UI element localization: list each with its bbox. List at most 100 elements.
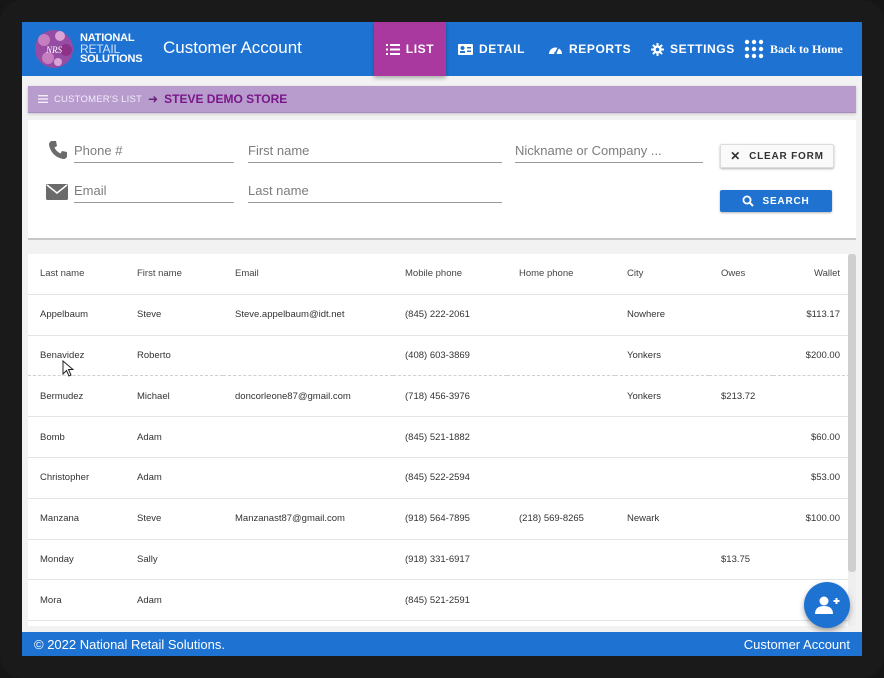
breadcrumb-arrow-icon: ➜ [148, 92, 159, 106]
cell-first-name: Adam [137, 472, 162, 484]
cell-email: Manzanast87@gmail.com [235, 513, 345, 525]
app-header: NRS NATIONAL RETAIL SOLUTIONS Customer A… [22, 22, 862, 76]
cell-owes [709, 580, 773, 621]
breadcrumb-current: STEVE DEMO STORE [164, 92, 288, 106]
list-icon [385, 43, 400, 55]
table-scrollbar-thumb[interactable] [848, 254, 856, 572]
tab-list[interactable]: LIST [374, 22, 446, 76]
last-name-field[interactable] [248, 180, 502, 203]
cell-home-phone [507, 335, 615, 376]
column-header-email[interactable]: Email [235, 268, 259, 280]
column-header-mobile-phone[interactable]: Mobile phone [405, 268, 463, 280]
cell-last-name: Bomb [40, 431, 65, 443]
cell-mobile-phone: (845) 222-2061 [405, 309, 470, 321]
email-field[interactable] [74, 180, 234, 203]
table-row[interactable]: Appelbaum Steve Steve.appelbaum@idt.net (84… [28, 294, 850, 336]
phone-icon [49, 141, 67, 159]
cell-first-name: Sally [137, 553, 158, 565]
envelope-icon [46, 184, 68, 200]
cell-owes [709, 294, 773, 335]
cell-owes [709, 417, 773, 458]
cell-city [615, 457, 709, 498]
table-row[interactable]: Benavidez Roberto (408) 603-3869 Yonkers $20… [28, 335, 850, 376]
mouse-cursor-icon [62, 360, 74, 377]
cell-email [223, 580, 393, 621]
search-button[interactable]: SEARCH [720, 190, 832, 212]
cell-email [223, 335, 393, 376]
table-row[interactable]: Monday Sally (918) 331-6917 $13.75 [28, 539, 850, 580]
add-customer-button[interactable] [804, 582, 850, 628]
cell-mobile-phone: (408) 603-3869 [405, 349, 470, 361]
tab-detail[interactable]: DETAIL [458, 22, 525, 76]
cell-email [223, 457, 393, 498]
last-name-input[interactable] [248, 180, 502, 200]
footer-copyright: © 2022 National Retail Solutions. [34, 637, 225, 652]
apps-grid-icon [744, 39, 764, 59]
cell-last-name: Benavidez [40, 349, 85, 361]
app-title: Customer Account [163, 38, 302, 57]
first-name-field[interactable] [248, 140, 502, 163]
cell-mobile-phone: (845) 521-2591 [405, 594, 470, 606]
cell-city: Yonkers [627, 390, 661, 402]
cell-mobile-phone: (845) 521-1882 [405, 431, 470, 443]
column-header-owes[interactable]: Owes [721, 268, 746, 280]
column-header-first-name[interactable]: First name [137, 268, 182, 280]
tab-settings-label: SETTINGS [670, 42, 735, 56]
cell-owes [709, 335, 773, 376]
logo-globe-icon: NRS [35, 30, 73, 68]
gear-icon [651, 42, 664, 56]
logo-line-2: RETAIL [80, 41, 120, 56]
nickname-input[interactable] [515, 140, 703, 160]
cell-first-name: Adam [137, 594, 162, 606]
nickname-field[interactable] [515, 140, 703, 163]
first-name-input[interactable] [248, 140, 502, 160]
cell-owes: $213.72 [721, 390, 756, 402]
cell-last-name: Mora [40, 594, 62, 606]
cell-owes: $13.75 [721, 553, 751, 565]
clear-form-label: CLEAR FORM [749, 150, 824, 162]
app-footer: © 2022 National Retail Solutions. Custom… [22, 632, 862, 656]
phone-input[interactable] [74, 140, 234, 160]
phone-field[interactable] [74, 140, 234, 163]
cell-mobile-phone: (918) 564-7895 [405, 513, 470, 525]
cell-first-name: Steve [137, 513, 162, 525]
column-header-city[interactable]: City [627, 268, 644, 280]
column-header-wallet[interactable]: Wallet [813, 268, 840, 280]
tab-list-label: LIST [405, 42, 435, 56]
close-icon: ✕ [730, 149, 742, 163]
email-input[interactable] [74, 180, 234, 200]
logo-badge: NRS [45, 45, 63, 55]
tab-settings[interactable]: SETTINGS [651, 22, 735, 76]
clear-form-button[interactable]: ✕ CLEAR FORM [720, 144, 834, 168]
table-row[interactable]: Mora Adam (845) 521-2591 [28, 580, 850, 621]
id-card-icon [458, 43, 473, 55]
cell-mobile-phone: (718) 456-3976 [405, 390, 470, 402]
column-header-home-phone[interactable]: Home phone [519, 268, 574, 280]
cell-home-phone [507, 294, 615, 335]
breadcrumb-list-icon [38, 95, 48, 103]
table-row[interactable]: Bomb Adam (845) 521-1882 $60.00 [28, 417, 850, 458]
table-row[interactable]: Christopher Adam (845) 522-2594 $53.00 [28, 457, 850, 499]
table-body: Appelbaum Steve Steve.appelbaum@idt.net (84… [28, 294, 850, 621]
cell-home-phone: (218) 569-8265 [519, 513, 584, 525]
back-to-home-link[interactable]: Back to Home [744, 22, 843, 76]
cell-last-name: Appelbaum [40, 309, 89, 321]
cell-wallet [773, 376, 850, 417]
app-screen: NRS NATIONAL RETAIL SOLUTIONS Customer A… [22, 22, 862, 656]
breadcrumb: CUSTOMER'S LIST ➜ STEVE DEMO STORE [28, 86, 856, 113]
cell-first-name: Steve [137, 309, 162, 321]
form-divider [28, 238, 856, 240]
table-row[interactable]: Bermudez Michael doncorleone87@gmail.com (7… [28, 376, 850, 417]
cell-city: Yonkers [627, 349, 661, 361]
breadcrumb-parent-link[interactable]: CUSTOMER'S LIST [54, 93, 143, 105]
back-to-home-label: Back to Home [770, 41, 843, 56]
cell-first-name: Roberto [137, 349, 171, 361]
column-header-last-name[interactable]: Last name [40, 268, 85, 280]
nrs-logo[interactable]: NRS NATIONAL RETAIL SOLUTIONS [32, 26, 146, 72]
tab-reports[interactable]: REPORTS [548, 22, 631, 76]
table-row[interactable]: Manzana Steve Manzanast87@gmail.com (918) 5… [28, 498, 850, 540]
cell-first-name: Adam [137, 431, 162, 443]
speedometer-icon [549, 47, 562, 55]
cell-city: Nowhere [627, 309, 666, 321]
